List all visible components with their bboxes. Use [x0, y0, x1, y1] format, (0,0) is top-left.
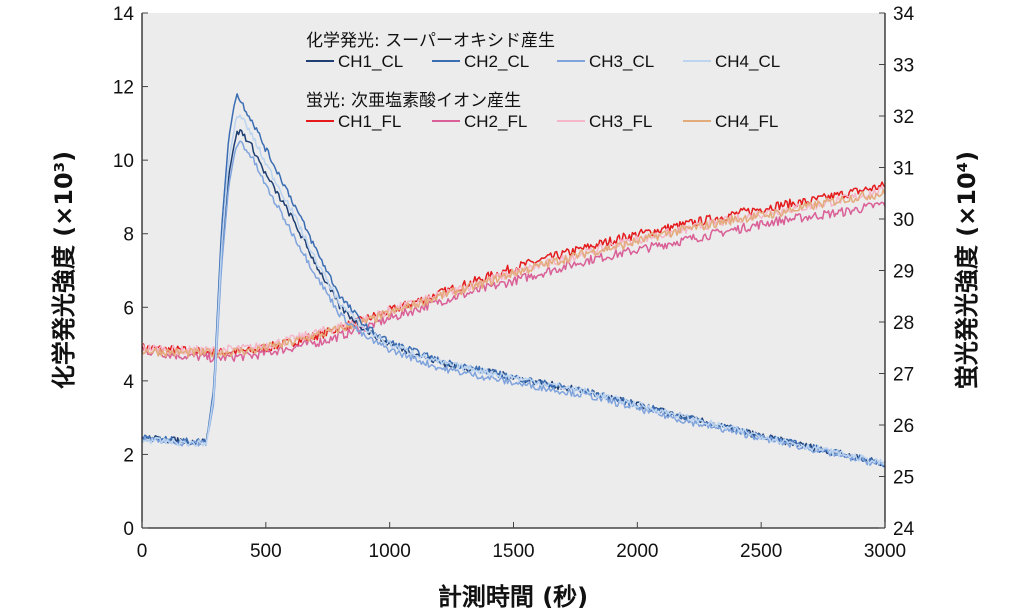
legend-group-cl-title: 化学発光: スーパーオキシド産生: [306, 31, 555, 51]
legend-group-fl-title: 蛍光: 次亜塩素酸イオン産生: [306, 91, 521, 111]
legend-label-ch4-fl: CH4_FL: [715, 112, 778, 131]
y-right-tick-label: 33: [893, 56, 914, 77]
x-tick-label: 1000: [369, 541, 411, 562]
y-right-tick-label: 30: [893, 210, 914, 231]
legend-label-ch2-fl: CH2_FL: [464, 112, 527, 131]
y-right-tick-label: 25: [893, 468, 914, 489]
y-left-tick-label: 2: [123, 445, 134, 466]
x-tick-label: 2000: [616, 541, 658, 562]
y-left-tick-label: 14: [113, 4, 135, 25]
y-right-tick-label: 28: [893, 313, 914, 334]
y-left-tick-label: 0: [123, 519, 134, 540]
x-tick-label: 500: [250, 541, 282, 562]
legend-entries: CH1_CL CH2_CL CH3_CL CH4_CL CH1_FL CH2_FL CH3_…: [306, 52, 780, 131]
y-right-tick-label: 31: [893, 159, 914, 180]
y-right-tick-label: 34: [893, 4, 915, 25]
y-left-tick-label: 4: [123, 372, 134, 393]
y-right-tick-label: 27: [893, 365, 914, 386]
legend-label-ch4-cl: CH4_CL: [715, 52, 780, 71]
ticks-layer: 0 500 1000 1500 2000 2500 30000246810121424252…: [113, 4, 915, 562]
legend-label-ch1-fl: CH1_FL: [338, 112, 401, 131]
y-left-tick-label: 12: [113, 78, 134, 99]
legend-label-ch1-cl: CH1_CL: [338, 52, 403, 71]
series-line-ch4-cl: [141, 114, 886, 466]
y-right-tick-label: 29: [893, 262, 914, 283]
y-right-tick-label: 32: [893, 107, 914, 128]
legend-label-ch2-cl: CH2_CL: [464, 52, 529, 71]
legend: 化学発光: スーパーオキシド産生 蛍光: 次亜塩素酸イオン産生 CH1_CL CH…: [306, 31, 780, 131]
series-layer: [141, 93, 886, 468]
legend-label-ch3-cl: CH3_CL: [589, 52, 654, 71]
y-left-tick-label: 8: [123, 225, 134, 246]
legend-label-ch3-fl: CH3_FL: [589, 112, 652, 131]
y-right-tick-label: 24: [893, 519, 915, 540]
series-line-ch3-cl: [141, 140, 886, 467]
series-line-ch4-fl: [141, 188, 886, 359]
y-left-axis-title: 化学発光強度 (×10³): [50, 151, 78, 389]
x-tick-label: 2500: [740, 541, 782, 562]
x-tick-label: 1500: [492, 541, 534, 562]
y-right-tick-label: 26: [893, 416, 914, 437]
series-line-ch3-fl: [141, 186, 886, 356]
x-tick-label: 0: [137, 541, 148, 562]
x-tick-label: 3000: [864, 541, 906, 562]
y-left-tick-label: 6: [123, 298, 134, 319]
y-left-tick-label: 10: [113, 151, 134, 172]
y-right-axis-title: 蛍光発光強度 (×10⁴): [953, 151, 981, 389]
x-axis-title: 計測時間 (秒): [438, 583, 588, 611]
